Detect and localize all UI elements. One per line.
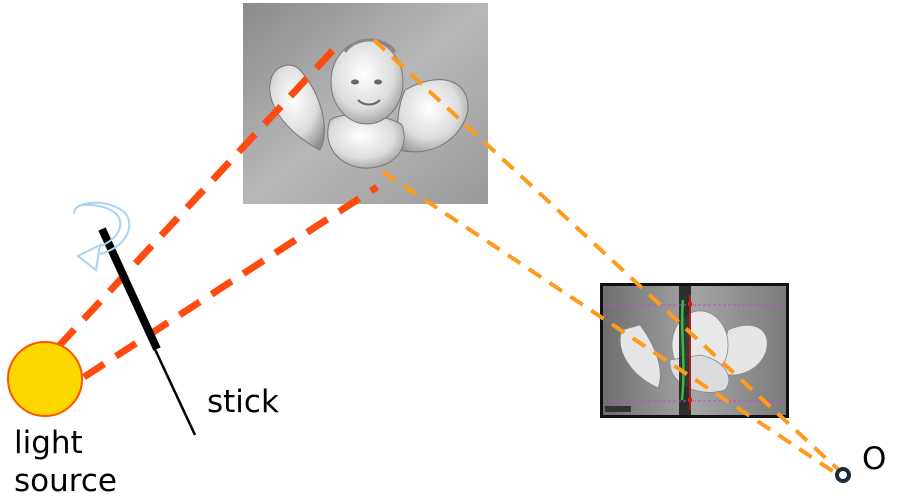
eye-point-icon xyxy=(835,467,851,483)
stick xyxy=(98,227,197,436)
observer-label: O xyxy=(862,441,887,477)
camera-capture-image xyxy=(600,283,789,418)
light-source-label: light source xyxy=(14,424,117,500)
sun-disc-icon xyxy=(7,341,83,417)
light-source-label-line1: light xyxy=(14,425,83,461)
reflected-ray-lower xyxy=(381,170,842,478)
rotate-arrow-icon xyxy=(73,201,131,272)
reflected-ray-upper xyxy=(372,38,844,475)
light-source-label-line2: source xyxy=(14,463,117,499)
statue-photo xyxy=(243,3,488,204)
incident-ray-lower xyxy=(82,184,379,380)
stick-label: stick xyxy=(207,384,279,420)
incident-ray-upper xyxy=(55,44,339,350)
reflected-rays xyxy=(372,38,844,478)
incident-rays xyxy=(55,44,379,380)
